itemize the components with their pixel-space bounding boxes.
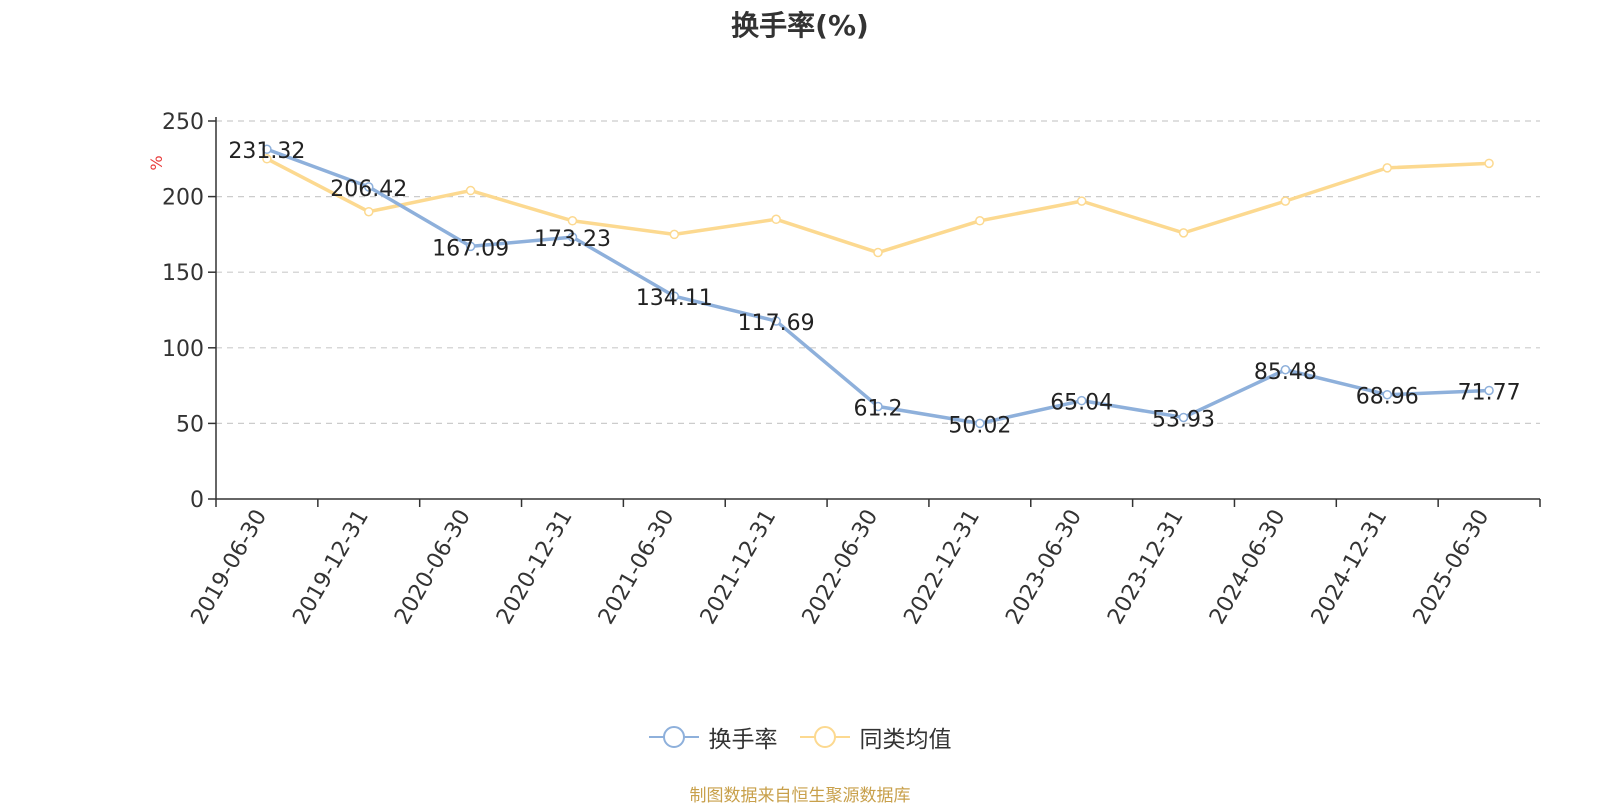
legend-line-circle-icon: [648, 726, 699, 748]
x-tick-label: 2020-06-30: [390, 505, 476, 628]
data-point: [1076, 196, 1087, 206]
y-tick-label: 100: [162, 337, 204, 362]
data-point: [1382, 163, 1392, 173]
legend-item-turnover[interactable]: 换手率: [648, 720, 778, 754]
x-tick-label: 2019-06-30: [187, 506, 273, 629]
x-tick-label: 2025-06-30: [1409, 506, 1495, 629]
chart-title: 换手率(%): [731, 9, 869, 42]
y-axis-label: %: [147, 155, 166, 170]
data-point: [975, 418, 985, 429]
data-label: 231.32: [228, 139, 305, 164]
data-point: [873, 401, 883, 412]
data-label: 68.96: [1356, 385, 1419, 410]
legend-label-turnover: 换手率: [708, 727, 778, 753]
y-tick-label: 200: [162, 186, 204, 211]
data-label: 173.23: [534, 227, 611, 252]
data-point: [771, 316, 781, 326]
legend-label-peer-average: 同类均值: [859, 727, 952, 753]
data-label: 61.2: [854, 396, 903, 421]
data-point: [1484, 158, 1494, 169]
data-point: [1280, 196, 1291, 206]
data-point: [669, 291, 680, 301]
data-label: 206.42: [330, 177, 407, 202]
y-tick-label: 150: [162, 261, 204, 286]
x-tick-label: 2023-06-30: [1001, 506, 1087, 629]
source-note: 制图数据来自恒生聚源数据库: [689, 786, 911, 806]
data-label: 65.04: [1050, 391, 1113, 416]
legend-item-peer-average[interactable]: 同类均值: [799, 720, 952, 754]
data-point: [1076, 395, 1087, 406]
data-point: [1484, 385, 1494, 396]
data-point: [669, 229, 680, 240]
data-label: 85.48: [1254, 360, 1317, 385]
data-point: [873, 247, 883, 258]
data-label: 167.09: [432, 236, 509, 261]
x-tick-label: 2021-06-30: [594, 506, 680, 629]
data-label: 71.77: [1458, 380, 1521, 405]
x-tick-label: 2021-12-31: [696, 506, 782, 629]
x-tick-label: 2024-06-30: [1205, 506, 1291, 629]
legend-line-circle-icon: [799, 726, 850, 748]
data-point: [465, 241, 476, 252]
legend: 换手率 同类均值: [0, 720, 1600, 754]
data-point: [465, 185, 476, 196]
data-label: 134.11: [636, 286, 713, 311]
data-label: 117.69: [738, 311, 815, 336]
data-point: [1280, 365, 1291, 375]
data-label: 50.02: [948, 413, 1011, 438]
y-tick-label: 250: [162, 110, 204, 135]
data-point: [975, 216, 985, 226]
x-tick-label: 2020-12-31: [492, 506, 578, 629]
series-lines: [262, 144, 1494, 429]
data-point: [262, 144, 272, 154]
x-tick-label: 2022-12-31: [899, 506, 985, 629]
data-point: [1178, 412, 1189, 423]
data-point: [567, 216, 578, 226]
grid-lines: [216, 120, 1540, 424]
x-tick-label: 2024-12-31: [1307, 506, 1393, 629]
x-tick-label: 2022-06-30: [798, 506, 884, 629]
y-tick-label: 50: [176, 412, 204, 437]
x-tick-label: 2019-12-31: [288, 506, 374, 629]
data-labels: 231.32 206.42 167.09 173.23 134.11 117.69 61.2…: [228, 139, 1520, 438]
data-label: 53.93: [1152, 407, 1215, 432]
data-point: [1382, 389, 1392, 400]
data-point: [1178, 228, 1189, 238]
data-point: [771, 214, 781, 225]
data-point: [364, 182, 374, 192]
x-tick-label: 2023-12-31: [1103, 506, 1189, 629]
data-point: [364, 206, 374, 217]
data-point: [567, 232, 578, 242]
data-point: [262, 154, 272, 164]
y-tick-label: 0: [190, 488, 204, 513]
